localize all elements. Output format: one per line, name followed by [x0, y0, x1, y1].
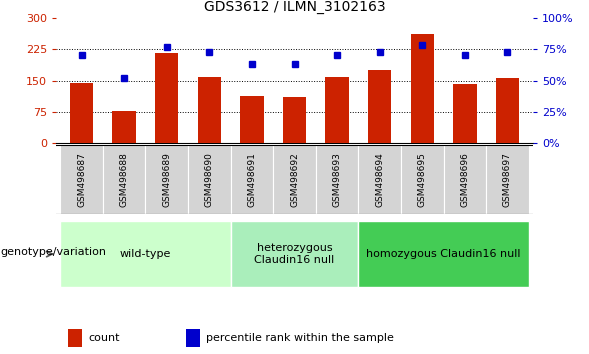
Text: GSM498691: GSM498691	[247, 152, 256, 207]
Bar	[112, 111, 136, 143]
Bar	[444, 145, 486, 214]
Bar	[273, 145, 316, 214]
Text: wild-type: wild-type	[120, 249, 171, 259]
Text: heterozygous
Claudin16 null: heterozygous Claudin16 null	[254, 243, 335, 265]
Bar	[411, 34, 434, 143]
Bar	[486, 145, 529, 214]
Text: GSM498687: GSM498687	[77, 152, 86, 207]
Bar	[401, 145, 444, 214]
Text: percentile rank within the sample: percentile rank within the sample	[206, 333, 394, 343]
Text: homozygous Claudin16 null: homozygous Claudin16 null	[366, 249, 521, 259]
Bar	[60, 221, 231, 287]
Bar	[358, 221, 529, 287]
Text: GSM498688: GSM498688	[120, 152, 128, 207]
Bar	[70, 84, 93, 143]
Text: GSM498692: GSM498692	[290, 152, 299, 207]
Bar	[155, 53, 178, 143]
Bar	[358, 145, 401, 214]
Text: GSM498689: GSM498689	[162, 152, 171, 207]
Bar	[316, 145, 358, 214]
Bar	[231, 221, 358, 287]
Bar	[368, 70, 392, 143]
Bar	[60, 145, 103, 214]
Bar	[240, 96, 264, 143]
Text: GSM498693: GSM498693	[333, 152, 342, 207]
Bar	[197, 77, 221, 143]
Bar	[453, 84, 477, 143]
Text: GSM498697: GSM498697	[503, 152, 512, 207]
Text: genotype/variation: genotype/variation	[1, 247, 107, 257]
Bar	[188, 145, 231, 214]
Text: GSM498695: GSM498695	[418, 152, 427, 207]
Bar	[231, 145, 273, 214]
Bar	[283, 97, 306, 143]
Bar	[325, 77, 349, 143]
Title: GDS3612 / ILMN_3102163: GDS3612 / ILMN_3102163	[204, 0, 385, 14]
Bar	[496, 78, 519, 143]
Bar	[103, 145, 145, 214]
Text: count: count	[88, 333, 120, 343]
Bar	[145, 145, 188, 214]
Text: GSM498696: GSM498696	[461, 152, 469, 207]
Text: GSM498690: GSM498690	[205, 152, 214, 207]
Text: GSM498694: GSM498694	[375, 152, 384, 207]
